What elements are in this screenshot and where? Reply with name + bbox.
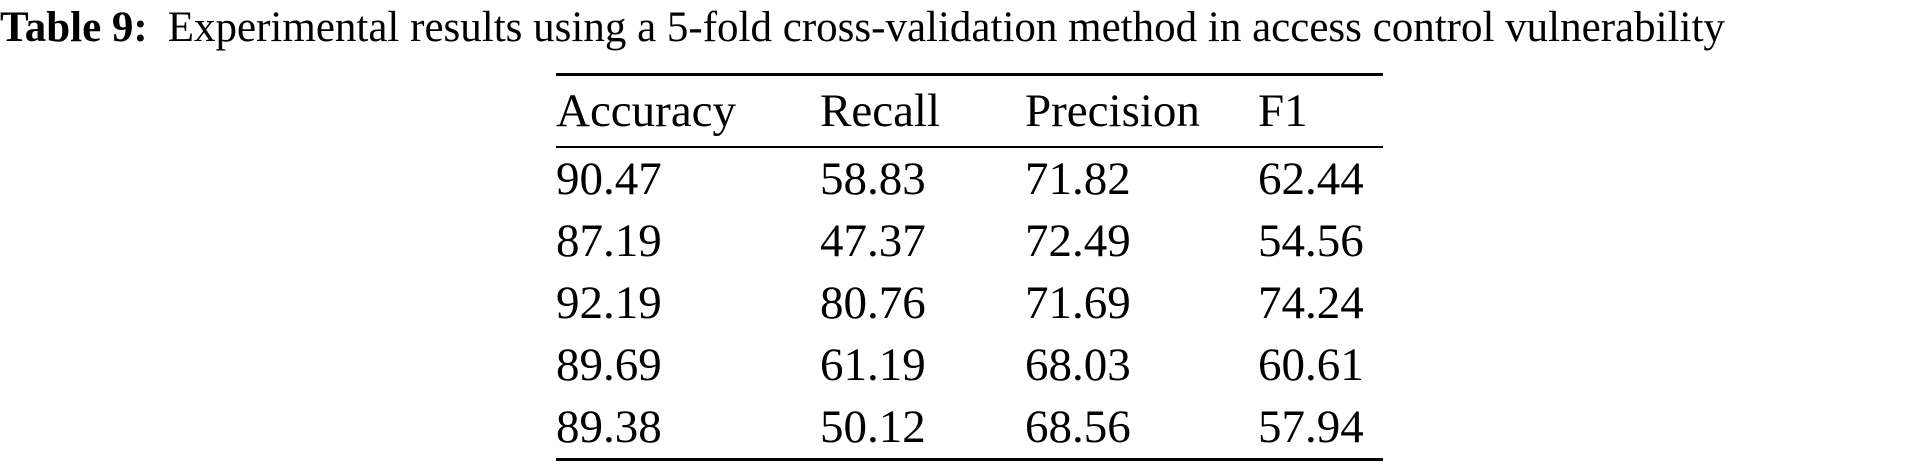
table-cell-recall: 47.37 xyxy=(820,215,926,267)
table-caption: Table 9: Experimental results using a 5-f… xyxy=(0,2,1725,54)
table-row: 90.47 58.83 71.82 62.44 xyxy=(556,147,1383,210)
column-header-precision: Precision xyxy=(1025,74,1258,148)
table-cell-f1: 60.61 xyxy=(1258,339,1364,391)
table-cell-precision: 68.56 xyxy=(1025,401,1131,453)
table-cell-accuracy: 89.38 xyxy=(556,401,662,453)
results-table: Accuracy Recall Precision F1 90.47 58.83… xyxy=(556,73,1383,461)
column-header-recall: Recall xyxy=(820,74,1025,148)
table-cell-f1: 62.44 xyxy=(1258,153,1364,205)
header-row: Accuracy Recall Precision F1 xyxy=(556,74,1383,148)
table-cell-accuracy: 89.69 xyxy=(556,339,662,391)
table-row: 89.38 50.12 68.56 57.94 xyxy=(556,396,1383,460)
table-row: 89.69 61.19 68.03 60.61 xyxy=(556,334,1383,396)
table-cell-accuracy: 92.19 xyxy=(556,277,662,329)
table-caption-text: Experimental results using a 5-fold cros… xyxy=(167,4,1725,51)
table-cell-recall: 80.76 xyxy=(820,277,926,329)
table-cell-precision: 68.03 xyxy=(1025,339,1131,391)
table-cell-f1: 54.56 xyxy=(1258,215,1364,267)
table-cell-f1: 57.94 xyxy=(1258,401,1364,453)
table-cell-accuracy: 87.19 xyxy=(556,215,662,267)
table-cell-accuracy: 90.47 xyxy=(556,153,662,205)
table-caption-label: Table 9: xyxy=(0,4,148,51)
table-cell-f1: 74.24 xyxy=(1258,277,1364,329)
column-header-accuracy: Accuracy xyxy=(556,74,820,148)
table-cell-recall: 61.19 xyxy=(820,339,926,391)
table-cell-recall: 58.83 xyxy=(820,153,926,205)
table-cell-precision: 71.69 xyxy=(1025,277,1131,329)
column-header-f1: F1 xyxy=(1258,74,1383,148)
table-cell-precision: 72.49 xyxy=(1025,215,1131,267)
table-row: 92.19 80.76 71.69 74.24 xyxy=(556,272,1383,334)
table-row: 87.19 47.37 72.49 54.56 xyxy=(556,210,1383,272)
table-cell-recall: 50.12 xyxy=(820,401,926,453)
table-cell-precision: 71.82 xyxy=(1025,153,1131,205)
